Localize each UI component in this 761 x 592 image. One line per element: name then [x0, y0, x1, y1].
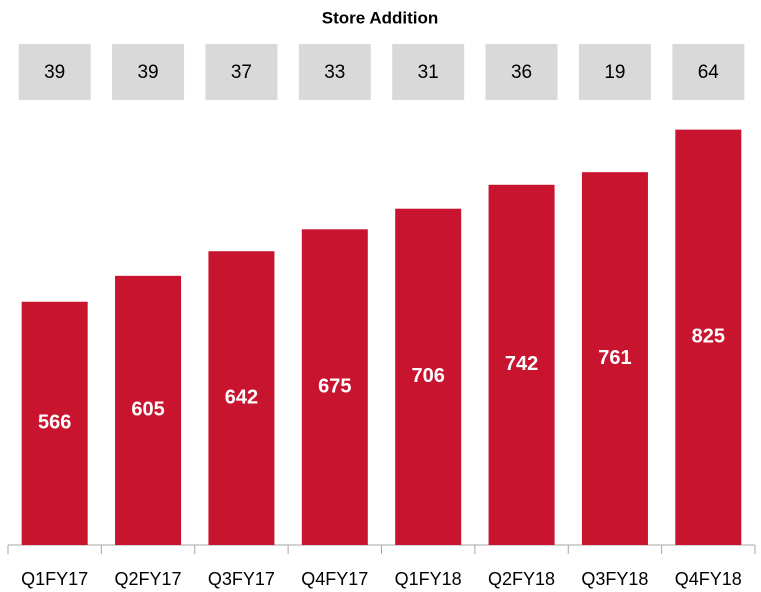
- store-addition-box: [392, 44, 465, 100]
- chart-title: Store Addition: [322, 8, 438, 27]
- value-label: 761: [598, 347, 631, 369]
- x-tick-label: Q3FY17: [208, 569, 275, 589]
- value-label: 605: [131, 399, 164, 421]
- value-label: 825: [692, 326, 725, 348]
- bar: [301, 229, 368, 546]
- value-label: 566: [38, 412, 71, 434]
- store-addition-box: [205, 44, 278, 100]
- store-addition-value: 36: [511, 62, 532, 83]
- store-addition-box: [485, 44, 558, 100]
- x-tick-label: Q4FY17: [301, 569, 368, 589]
- x-tick-label: Q2FY17: [115, 569, 182, 589]
- store-addition-value: 39: [137, 62, 158, 83]
- x-tick-label: Q3FY18: [581, 569, 648, 589]
- value-label: 706: [412, 365, 445, 387]
- store-addition-value: 37: [231, 62, 252, 83]
- bar: [115, 275, 182, 545]
- x-tick-label: Q4FY18: [675, 569, 742, 589]
- store-addition-box: [672, 44, 745, 100]
- value-label: 642: [225, 386, 258, 408]
- store-addition-value: 19: [604, 62, 625, 83]
- store-addition-value: 64: [698, 62, 720, 83]
- x-tick-label: Q1FY17: [21, 569, 88, 589]
- bar: [21, 301, 88, 545]
- bar: [675, 129, 742, 545]
- store-addition-value: 33: [324, 62, 345, 83]
- bar: [208, 251, 275, 546]
- value-label: 742: [505, 353, 538, 375]
- x-tick-label: Q1FY18: [395, 569, 462, 589]
- store-addition-box: [18, 44, 91, 100]
- store-addition-box: [298, 44, 371, 100]
- bar: [581, 172, 648, 546]
- x-tick-label: Q2FY18: [488, 569, 555, 589]
- store-addition-value: 31: [418, 62, 439, 83]
- store-addition-box: [112, 44, 185, 100]
- bar: [395, 208, 462, 545]
- store-addition-box: [578, 44, 651, 100]
- store-addition-value: 39: [44, 62, 65, 83]
- value-label: 675: [318, 375, 351, 397]
- bar: [488, 184, 555, 546]
